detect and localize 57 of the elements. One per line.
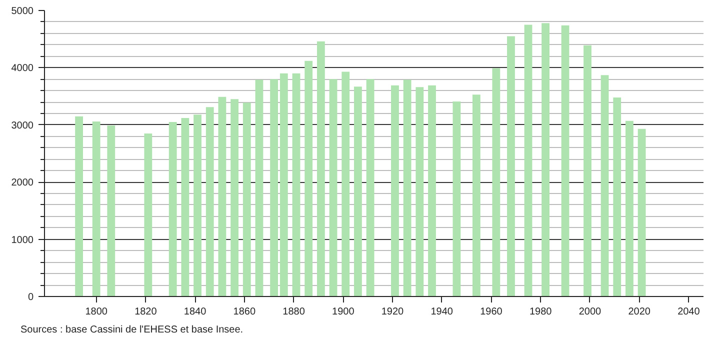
- bar: [316, 41, 325, 296]
- bar: [107, 125, 116, 296]
- bar: [329, 79, 338, 296]
- x-tick-label: 1860: [233, 306, 256, 318]
- x-tick-label: 1880: [282, 306, 306, 318]
- x-tick-label: 1840: [184, 306, 207, 318]
- y-tick-label: 3000: [11, 120, 34, 132]
- bar: [452, 101, 461, 296]
- bar: [613, 97, 622, 296]
- bar: [304, 60, 313, 296]
- bar: [472, 94, 480, 296]
- bar: [638, 128, 646, 296]
- bar: [270, 79, 278, 296]
- bar: [403, 80, 412, 296]
- source-note: Sources : base Cassini de l'EHESS et base Insee.: [20, 324, 244, 336]
- bar: [391, 85, 399, 296]
- bar: [206, 107, 214, 296]
- bar: [92, 121, 100, 296]
- x-tick-label: 1800: [85, 306, 108, 318]
- y-tick-label: 4000: [11, 63, 34, 74]
- bar: [230, 99, 238, 296]
- x-tick-label: 2000: [578, 306, 602, 318]
- y-tick-label: 2000: [11, 178, 34, 189]
- x-tick-label: 2020: [628, 306, 651, 318]
- bar: [600, 75, 609, 296]
- bar: [416, 87, 424, 296]
- bar: [255, 80, 264, 296]
- bar: [626, 120, 634, 296]
- bar: [194, 114, 202, 296]
- bar: [218, 96, 226, 296]
- bar: [542, 23, 550, 296]
- bar: [561, 25, 570, 296]
- bar: [75, 116, 84, 296]
- y-tick-label: 5000: [11, 6, 34, 17]
- bar: [168, 122, 177, 296]
- bar: [354, 86, 362, 296]
- bar: [492, 68, 500, 296]
- bar: [524, 24, 532, 296]
- bar: [280, 73, 288, 296]
- x-tick-label: 1940: [430, 306, 454, 318]
- bar: [292, 73, 300, 296]
- x-tick-label: 1980: [529, 306, 552, 318]
- bar: [342, 72, 350, 296]
- x-tick-label: 1900: [332, 306, 355, 318]
- bar: [144, 133, 152, 296]
- bar: [507, 36, 515, 296]
- x-tick-label: 1960: [480, 306, 503, 318]
- bar: [584, 45, 592, 296]
- x-tick-label: 2040: [678, 306, 700, 318]
- bar: [366, 79, 374, 296]
- x-tick-label: 1920: [381, 306, 404, 318]
- y-tick-label: 0: [28, 292, 34, 303]
- bar: [428, 85, 436, 296]
- y-tick-label: 1000: [11, 234, 34, 246]
- bar: [181, 118, 190, 296]
- bar: [242, 102, 251, 296]
- x-tick-label: 1820: [134, 306, 158, 318]
